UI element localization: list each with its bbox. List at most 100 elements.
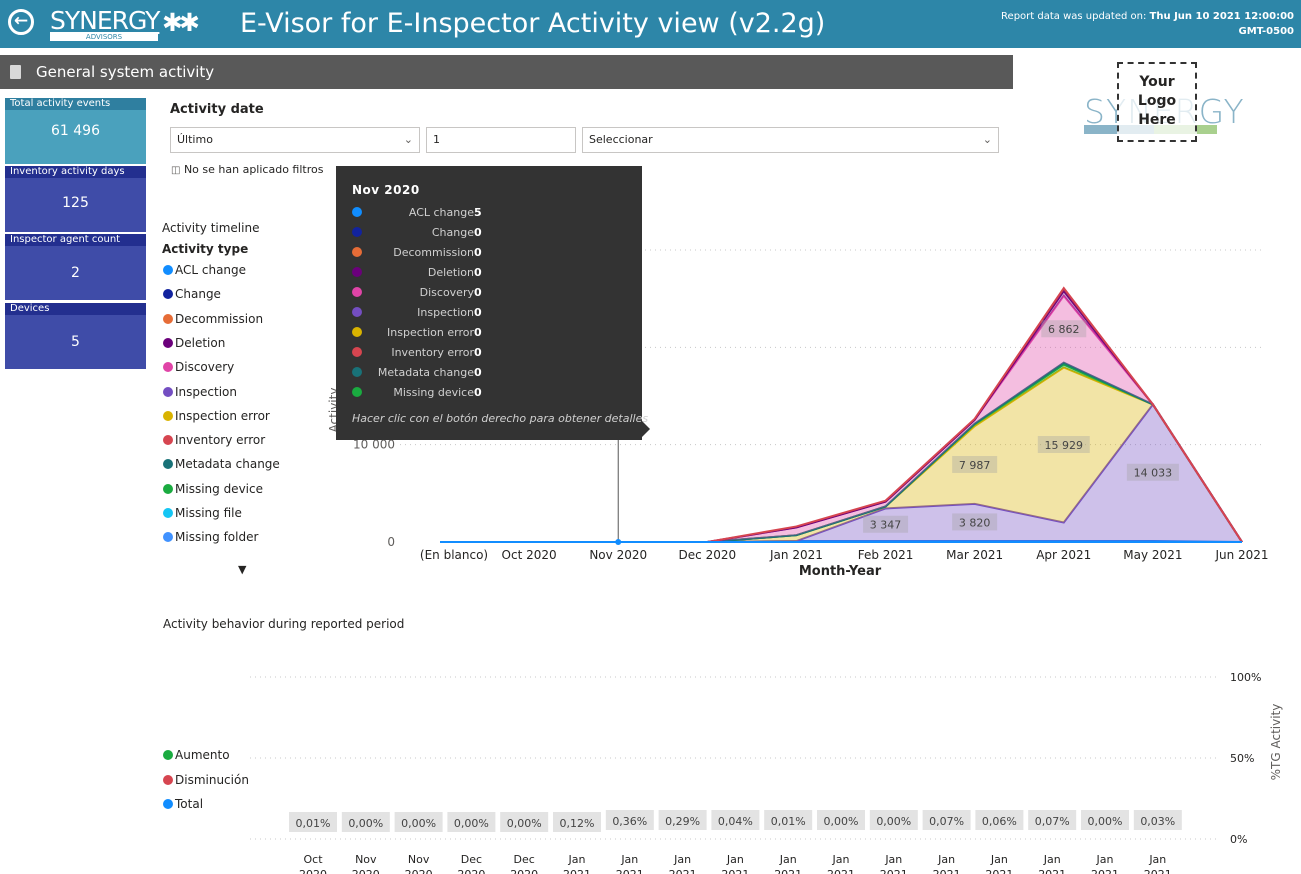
- legend-label: Inspection error: [175, 408, 270, 423]
- legend-item-change[interactable]: Change: [163, 287, 221, 301]
- back-icon[interactable]: ←: [8, 9, 34, 35]
- logo-placeholder-line: Here: [1138, 112, 1176, 128]
- x-tick-label: 2020: [299, 868, 327, 874]
- data-label-bg: [1041, 320, 1087, 338]
- legend-item-missing-folder[interactable]: Missing folder: [163, 530, 258, 544]
- data-label: 15 929: [1045, 439, 1084, 452]
- legend-dot-icon: [163, 289, 173, 300]
- kpi-value: 125: [62, 195, 89, 211]
- area-discovery[interactable]: [440, 295, 1242, 542]
- legend-item-missing-device[interactable]: Missing device: [163, 482, 263, 496]
- logo-placeholder-line: Logo: [1137, 93, 1177, 109]
- x-tick-label: Jan: [1148, 853, 1166, 866]
- x-tick-label: 2020: [405, 868, 433, 874]
- x-tick-label: Jun 2021: [1214, 548, 1268, 562]
- pct-label-bg: [289, 812, 337, 832]
- synergy-logo[interactable]: SYNERGY: [50, 6, 160, 35]
- legend-item-decommission[interactable]: Decommission: [163, 312, 263, 326]
- period-select[interactable]: Último ⌄: [170, 127, 420, 153]
- kpi-label: Devices: [5, 303, 146, 315]
- legend-item-discovery[interactable]: Discovery: [163, 360, 234, 374]
- pct-label: 0,01%: [771, 815, 806, 828]
- tooltip-row-label: Change: [431, 226, 474, 239]
- legend-dot-icon: [163, 313, 173, 324]
- data-label: 7 987: [959, 459, 991, 472]
- y-tick-label: 10 000: [353, 438, 395, 452]
- kpi-devices[interactable]: Devices 5: [5, 303, 146, 369]
- data-label-bg: [863, 515, 909, 533]
- pct-label-bg: [500, 812, 549, 832]
- x-tick-label: Jan: [568, 853, 586, 866]
- app-title: E-Visor for E-Inspector Activity view (v…: [240, 8, 826, 39]
- tooltip-dot-icon: [352, 287, 362, 297]
- caret-down-icon[interactable]: ▼: [238, 563, 247, 576]
- x-tick-label: 2021: [563, 868, 591, 874]
- behavior-legend-item-disminuci-n[interactable]: Disminución: [163, 773, 249, 787]
- kpi-value: 61 496: [51, 123, 100, 139]
- legend-item-missing-file[interactable]: Missing file: [163, 506, 242, 520]
- legend-item-inspection-error[interactable]: Inspection error: [163, 409, 270, 423]
- legend-label: Aumento: [175, 748, 230, 762]
- tooltip-row-value: 0: [474, 226, 482, 239]
- tooltip-row-value: 0: [474, 326, 482, 339]
- behavior-legend-item-total[interactable]: Total: [163, 797, 203, 811]
- unit-select[interactable]: Seleccionar ⌄: [582, 127, 999, 153]
- pct-label-bg: [869, 810, 918, 830]
- x-tick-label: 2021: [669, 868, 697, 874]
- behavior-legend-item-aumento[interactable]: Aumento: [163, 748, 230, 762]
- legend-item-metadata-change[interactable]: Metadata change: [163, 457, 280, 471]
- legend-dot-icon: [163, 386, 173, 397]
- count-input[interactable]: 1: [426, 127, 576, 153]
- y-tick-label: 0: [387, 535, 395, 549]
- data-label-bg: [1037, 436, 1090, 454]
- pct-label: 0,00%: [824, 815, 859, 828]
- kpi-inventory-activity-days[interactable]: Inventory activity days 125: [5, 166, 146, 232]
- x-tick-label: Oct: [303, 853, 323, 866]
- data-label: 14 033: [1134, 467, 1173, 480]
- legend-item-deletion[interactable]: Deletion: [163, 336, 225, 350]
- kpi-total-activity-events[interactable]: Total activity events 61 496: [5, 98, 146, 164]
- pct-label: 0,00%: [1088, 815, 1123, 828]
- pct-label: 0,04%: [718, 815, 753, 828]
- x-tick-label: 2021: [774, 868, 802, 874]
- pct-label-bg: [605, 810, 654, 830]
- pct-label-bg: [553, 812, 601, 832]
- x-tick-label: 2021: [1038, 868, 1066, 874]
- tooltip-row-value: 5: [474, 206, 482, 219]
- area-inspection-error[interactable]: [440, 367, 1242, 542]
- pct-label: 0,00%: [454, 817, 489, 830]
- x-tick-label: Dec: [461, 853, 482, 866]
- chevron-down-icon: ⌄: [982, 133, 992, 146]
- timeline-xlabel: Month-Year: [799, 564, 882, 579]
- tooltip-dot-icon: [352, 227, 362, 237]
- x-tick-label: Apr 2021: [1036, 548, 1091, 562]
- legend-item-inspection[interactable]: Inspection: [163, 385, 237, 399]
- legend-dot-icon: [163, 410, 173, 421]
- legend-dot-icon: [163, 799, 173, 809]
- updated-value: Thu Jun 10 2021 12:00:00 GMT-0500: [1149, 11, 1294, 37]
- legend-dot-icon: [163, 459, 173, 470]
- pct-label-bg: [341, 812, 390, 832]
- legend-label: Discovery: [175, 360, 235, 375]
- kpi-label: Total activity events: [5, 98, 146, 110]
- pct-label: 0,00%: [401, 817, 436, 830]
- header-bar: ← SYNERGY ADVISORS ✱✱ E-Visor for E-Insp…: [0, 0, 1301, 48]
- x-tick-label: Oct 2020: [502, 548, 557, 562]
- tooltip-dot-icon: [352, 307, 362, 317]
- tooltip-row-label: Metadata change: [377, 366, 474, 379]
- legend-item-acl-change[interactable]: ACL change: [163, 263, 246, 277]
- x-tick-label: Nov 2020: [589, 548, 647, 562]
- pct-label-bg: [658, 810, 707, 830]
- legend-item-inventory-error[interactable]: Inventory error: [163, 433, 265, 447]
- kpi-inspector-agent-count[interactable]: Inspector agent count 2: [5, 234, 146, 300]
- pct-label: 0,00%: [876, 815, 911, 828]
- chart-tooltip: Nov 2020 ACL change 5 Change 0 Decommission 0…: [336, 166, 648, 440]
- legend-dot-icon: [163, 337, 173, 348]
- pct-label: 0,29%: [665, 815, 700, 828]
- legend-label: Total: [175, 797, 204, 811]
- x-tick-label: 2021: [721, 868, 749, 874]
- unit-select-value: Seleccionar: [589, 133, 653, 146]
- pct-label: 0,12%: [560, 817, 595, 830]
- tooltip-row-value: 0: [474, 286, 482, 299]
